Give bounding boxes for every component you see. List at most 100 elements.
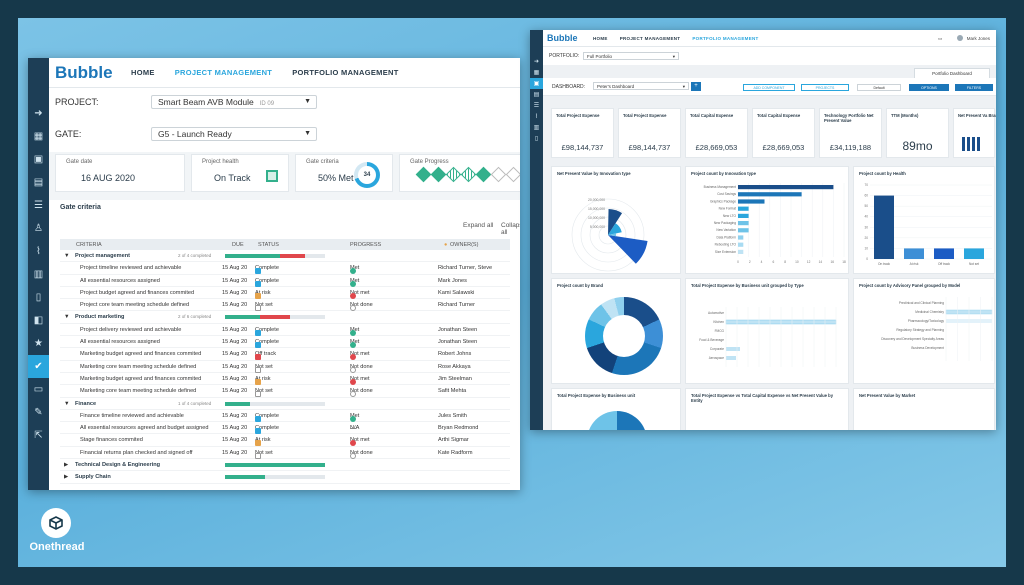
- projects-button[interactable]: PROJECTS: [801, 84, 849, 91]
- x-tick-label: 2: [749, 260, 751, 264]
- chevron-right-icon[interactable]: ▶: [64, 462, 69, 469]
- user-menu[interactable]: ▭ Mark Jones: [937, 35, 990, 41]
- table-icon[interactable]: ▥: [33, 269, 44, 280]
- chevron-down-icon[interactable]: ▼: [64, 400, 70, 407]
- kpi-card: Total Capital Expense £28,669,053: [685, 108, 748, 158]
- x-tick-label: 10: [795, 260, 799, 264]
- table-row[interactable]: All essential resources assigned 15 Aug 2…: [60, 275, 510, 287]
- gate-criteria-title: Gate criteria: [60, 204, 101, 211]
- table-row[interactable]: Finance timeline reviewed and achievable…: [60, 410, 510, 423]
- add-dashboard-button[interactable]: +: [691, 82, 701, 91]
- bubble-logo[interactable]: Bubble: [55, 62, 113, 82]
- table-row[interactable]: Project delivery reviewed and achievable…: [60, 324, 510, 337]
- tab-portfolio-dashboard[interactable]: Portfolio Dashboard: [914, 68, 990, 78]
- nav-project-management[interactable]: PROJECT MANAGEMENT: [174, 68, 273, 77]
- list-icon[interactable]: ☰: [533, 103, 540, 109]
- collapse-all-link[interactable]: Collapse all: [501, 222, 520, 236]
- x-tick-label: 6: [772, 260, 774, 264]
- arrow-right-icon[interactable]: ➜: [533, 59, 540, 65]
- nav-home[interactable]: HOME: [131, 68, 155, 77]
- category-label: Not set: [969, 262, 979, 266]
- dashboard-icon[interactable]: ▣: [530, 78, 543, 89]
- grid-icon[interactable]: ▦: [33, 131, 44, 142]
- chevron-down-icon[interactable]: ▼: [64, 314, 70, 321]
- category-label: Automotive: [708, 311, 724, 315]
- chat-icon[interactable]: ▭: [937, 36, 943, 41]
- nav-project-management[interactable]: PROJECT MANAGEMENT: [619, 35, 681, 41]
- table-row[interactable]: Marketing core team meeting schedule def…: [60, 361, 510, 373]
- group-row-collapsed[interactable]: ▶ Supply Chain: [60, 471, 510, 484]
- grid-icon[interactable]: ▦: [533, 70, 540, 76]
- document-icon[interactable]: ▯: [534, 136, 539, 142]
- image-icon[interactable]: ▣: [33, 154, 44, 165]
- add-component-button[interactable]: ADD COMPONENT: [743, 84, 795, 91]
- avatar[interactable]: [957, 35, 964, 41]
- onethread-logo: Onethread: [27, 508, 85, 564]
- project-select[interactable]: Smart Beam AVB Module ID 09 ▼: [151, 95, 317, 109]
- table-row[interactable]: Marketing budget agreed and finances com…: [60, 373, 510, 386]
- portfolio-select[interactable]: Full Portfolio ▾: [583, 52, 679, 60]
- expand-all-link[interactable]: Expand all: [463, 222, 494, 229]
- gate-date-card: Gate date 16 AUG 2020: [55, 154, 185, 192]
- document-icon[interactable]: ▯: [35, 292, 42, 303]
- split-icon[interactable]: ◧: [33, 315, 44, 326]
- chevron-down-icon: ▼: [304, 130, 311, 137]
- criteria-table-header: CRITERIA DUE STATUS PROGRESS ● OWNER(S): [60, 239, 510, 250]
- category-label: Food & Beverage: [699, 338, 724, 342]
- not-done-icon: [350, 305, 356, 312]
- group-row[interactable]: ▼ Product marketing 2 of 6 completed: [60, 311, 510, 324]
- gate-select[interactable]: G5 - Launch Ready ▼: [151, 127, 317, 141]
- at-risk-icon: [255, 440, 261, 447]
- table-icon[interactable]: ▥: [533, 125, 540, 131]
- export-icon[interactable]: ⇱: [34, 430, 43, 441]
- group-row[interactable]: ▼ Finance 1 of 4 completed: [60, 398, 510, 410]
- nav-portfolio-management[interactable]: PORTFOLIO MANAGEMENT: [292, 68, 399, 77]
- options-button[interactable]: OPTIONS: [909, 84, 949, 91]
- chat-icon[interactable]: ▭: [33, 384, 44, 395]
- table-row[interactable]: Project timeline reviewed and achievable…: [60, 262, 510, 275]
- table-row[interactable]: Project core team meeting schedule defin…: [60, 299, 510, 312]
- group-progress-risk: [260, 315, 290, 320]
- table-row[interactable]: Stage finances commited 15 Aug 20 At risk N…: [60, 434, 510, 447]
- table-row[interactable]: Marketing budget agreed and finances com…: [60, 348, 510, 361]
- y-tick-label: 30: [864, 225, 868, 229]
- table-row[interactable]: All essential resources agreed and budge…: [60, 422, 510, 435]
- category-label: Medicinal Chemistry: [915, 310, 944, 314]
- met-icon: [350, 280, 356, 287]
- sidebar: ➜ ▦ ▣ ▤ ☰ ♙ ⌇ ▥ ▯ ◧ ★ ✔ ▭ ✎ ⇱: [28, 58, 49, 490]
- calendar-icon[interactable]: ▤: [533, 92, 540, 98]
- dashboard-select[interactable]: Peter's Dashboard ▾: [593, 82, 689, 90]
- list-icon[interactable]: ☰: [34, 200, 43, 211]
- complete-icon: [255, 428, 261, 435]
- nav-home[interactable]: HOME: [593, 35, 608, 41]
- category-label: Pharmacology/Toxicology: [908, 319, 945, 323]
- person-icon[interactable]: ♙: [34, 223, 43, 234]
- not-met-icon: [350, 292, 356, 299]
- chevron-right-icon[interactable]: ▶: [64, 474, 69, 481]
- table-row[interactable]: Marketing core team meeting schedule def…: [60, 385, 510, 398]
- nav-portfolio-management[interactable]: PORTFOLIO MANAGEMENT: [692, 35, 759, 41]
- view-select[interactable]: Default: [857, 84, 901, 91]
- chart-icon[interactable]: ⌇: [535, 114, 538, 120]
- filters-button[interactable]: FILTERS: [955, 84, 993, 91]
- bubble-logo[interactable]: Bubble: [547, 33, 578, 43]
- arrow-right-icon[interactable]: ➜: [34, 108, 43, 119]
- chart-icon[interactable]: ⌇: [36, 246, 41, 257]
- chevron-down-icon[interactable]: ▼: [64, 253, 70, 259]
- bar: [726, 347, 740, 351]
- calendar-icon[interactable]: ▤: [33, 177, 44, 188]
- group-row[interactable]: ▼ Project management 2 of 4 completed: [60, 250, 510, 263]
- y-tick-label: 0: [866, 257, 868, 261]
- polar-grid-ring: [571, 198, 645, 272]
- table-row[interactable]: Project budget agreed and finances commi…: [60, 287, 510, 300]
- category-label: Graphics Package: [710, 199, 736, 203]
- x-tick-label: 12: [807, 260, 811, 264]
- polar-grid-ring: [580, 207, 636, 263]
- group-row-collapsed[interactable]: ▶ Technical Design & Engineering: [60, 459, 510, 472]
- pencil-icon[interactable]: ✎: [34, 407, 43, 418]
- not-set-icon: [255, 366, 261, 373]
- table-row[interactable]: All essential resources assigned 15 Aug 2…: [60, 336, 510, 349]
- check-circle-icon[interactable]: ✔: [28, 355, 49, 378]
- star-icon[interactable]: ★: [34, 338, 43, 349]
- table-row[interactable]: Financial returns plan checked and signe…: [60, 447, 510, 460]
